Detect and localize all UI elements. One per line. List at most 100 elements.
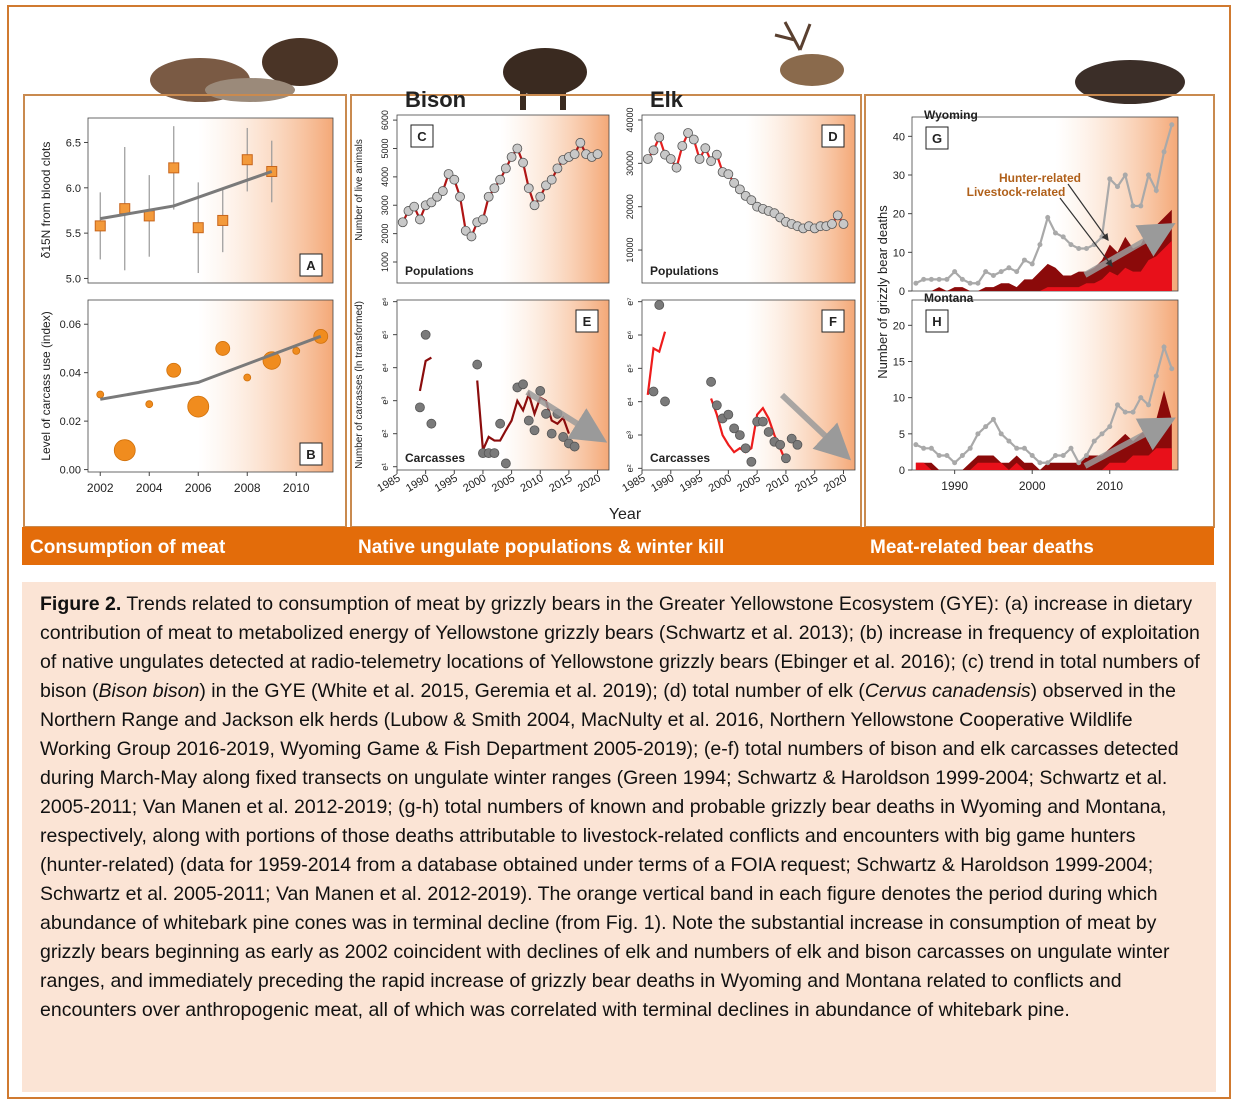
marker — [420, 329, 431, 340]
marker — [500, 458, 511, 469]
panel-annotation: Carcasses — [650, 451, 710, 465]
section-label: Meat-related bear deaths — [870, 537, 1094, 558]
marker — [711, 400, 722, 411]
marker — [1161, 344, 1167, 350]
x-tick-label: 2015 — [793, 472, 820, 495]
y-axis-label: Number of carcasses (ln transformed) — [354, 301, 365, 469]
outer-border — [7, 5, 1231, 1099]
y-tick-label: e³ — [625, 431, 635, 439]
marker — [694, 154, 705, 164]
y-tick-label: e⁶ — [625, 330, 635, 339]
marker — [683, 128, 693, 138]
y-tick-label: 30000 — [625, 151, 635, 176]
marker — [1029, 261, 1035, 267]
marker — [1068, 242, 1074, 248]
panel-label-box — [299, 253, 323, 277]
y-tick-label: 5000 — [380, 138, 390, 158]
marker — [495, 418, 506, 429]
plot-border — [87, 299, 334, 473]
marker — [575, 137, 586, 148]
marker — [192, 222, 204, 234]
y-tick-label: e¹ — [380, 463, 390, 471]
marker — [546, 428, 557, 439]
marker — [781, 453, 791, 464]
marker — [975, 280, 981, 286]
marker — [1021, 257, 1027, 263]
y-tick-label: 6.5 — [66, 137, 81, 149]
marker — [998, 431, 1004, 437]
marker — [990, 416, 996, 422]
marker — [1014, 269, 1020, 275]
marker — [1060, 234, 1066, 240]
marker — [1099, 234, 1105, 240]
y-tick-label: 40000 — [625, 107, 635, 132]
plot-border — [396, 299, 610, 471]
marker — [472, 359, 483, 370]
panel-label: H — [932, 314, 941, 329]
marker — [723, 409, 734, 420]
marker — [449, 174, 460, 185]
caption-text: ) in the GYE (White et al. 2015, Geremia… — [199, 680, 865, 702]
marker — [119, 203, 131, 215]
marker — [569, 441, 580, 452]
marker — [792, 439, 803, 450]
marker — [1146, 402, 1152, 408]
marker — [729, 423, 740, 434]
y-tick-label: 0.02 — [60, 416, 81, 428]
marker — [1068, 445, 1074, 451]
marker — [1138, 395, 1144, 401]
marker — [936, 453, 942, 459]
marker — [1029, 453, 1035, 459]
panel-label: B — [306, 447, 315, 462]
x-tick-label: 2010 — [1096, 479, 1123, 493]
marker — [706, 156, 716, 167]
marker — [648, 145, 659, 156]
marker — [529, 200, 540, 211]
y-tick-label: e⁴ — [380, 363, 390, 372]
plot-border — [396, 114, 610, 284]
marker — [409, 201, 420, 212]
marker — [706, 376, 716, 387]
x-tick-label: 1990 — [649, 472, 676, 495]
line — [915, 124, 1173, 285]
marker — [913, 442, 919, 448]
x-tick-label: 1985 — [620, 472, 647, 495]
marker — [397, 217, 408, 228]
marker — [1006, 265, 1012, 271]
marker — [415, 214, 425, 225]
caption-text: ) observed in the Northern Range and Jac… — [40, 680, 1179, 1021]
marker — [1107, 176, 1113, 182]
marker — [1169, 366, 1175, 372]
marker — [983, 269, 989, 275]
y-tick-label: 6000 — [380, 110, 390, 130]
x-tick-label: 2000 — [1019, 479, 1046, 493]
marker — [512, 143, 523, 154]
marker — [998, 269, 1004, 275]
marker — [1130, 409, 1136, 415]
marker — [928, 276, 934, 282]
panel-annotation: Montana — [924, 291, 974, 305]
panel-label: D — [828, 129, 837, 144]
y-tick-label: 20 — [893, 320, 905, 332]
panel-label: A — [306, 258, 316, 273]
marker — [535, 191, 546, 202]
y-tick-label: 0.00 — [60, 465, 81, 477]
marker — [437, 186, 448, 196]
caption-text: Bison bison — [98, 680, 200, 702]
bubble — [145, 400, 154, 409]
marker — [478, 214, 488, 225]
marker — [1045, 215, 1051, 221]
bubble — [292, 346, 301, 355]
marker — [665, 154, 676, 164]
y-tick-label: e⁷ — [625, 298, 635, 306]
y-tick-label: e⁵ — [380, 330, 390, 339]
line — [418, 356, 570, 451]
y-axis-label: Level of carcass use (index) — [39, 311, 53, 460]
trend-arrows — [525, 223, 1176, 469]
line — [915, 343, 1173, 465]
marker — [952, 269, 958, 275]
panel-label-box — [821, 124, 845, 148]
caption-box — [22, 582, 1216, 1092]
marker — [1091, 438, 1097, 444]
